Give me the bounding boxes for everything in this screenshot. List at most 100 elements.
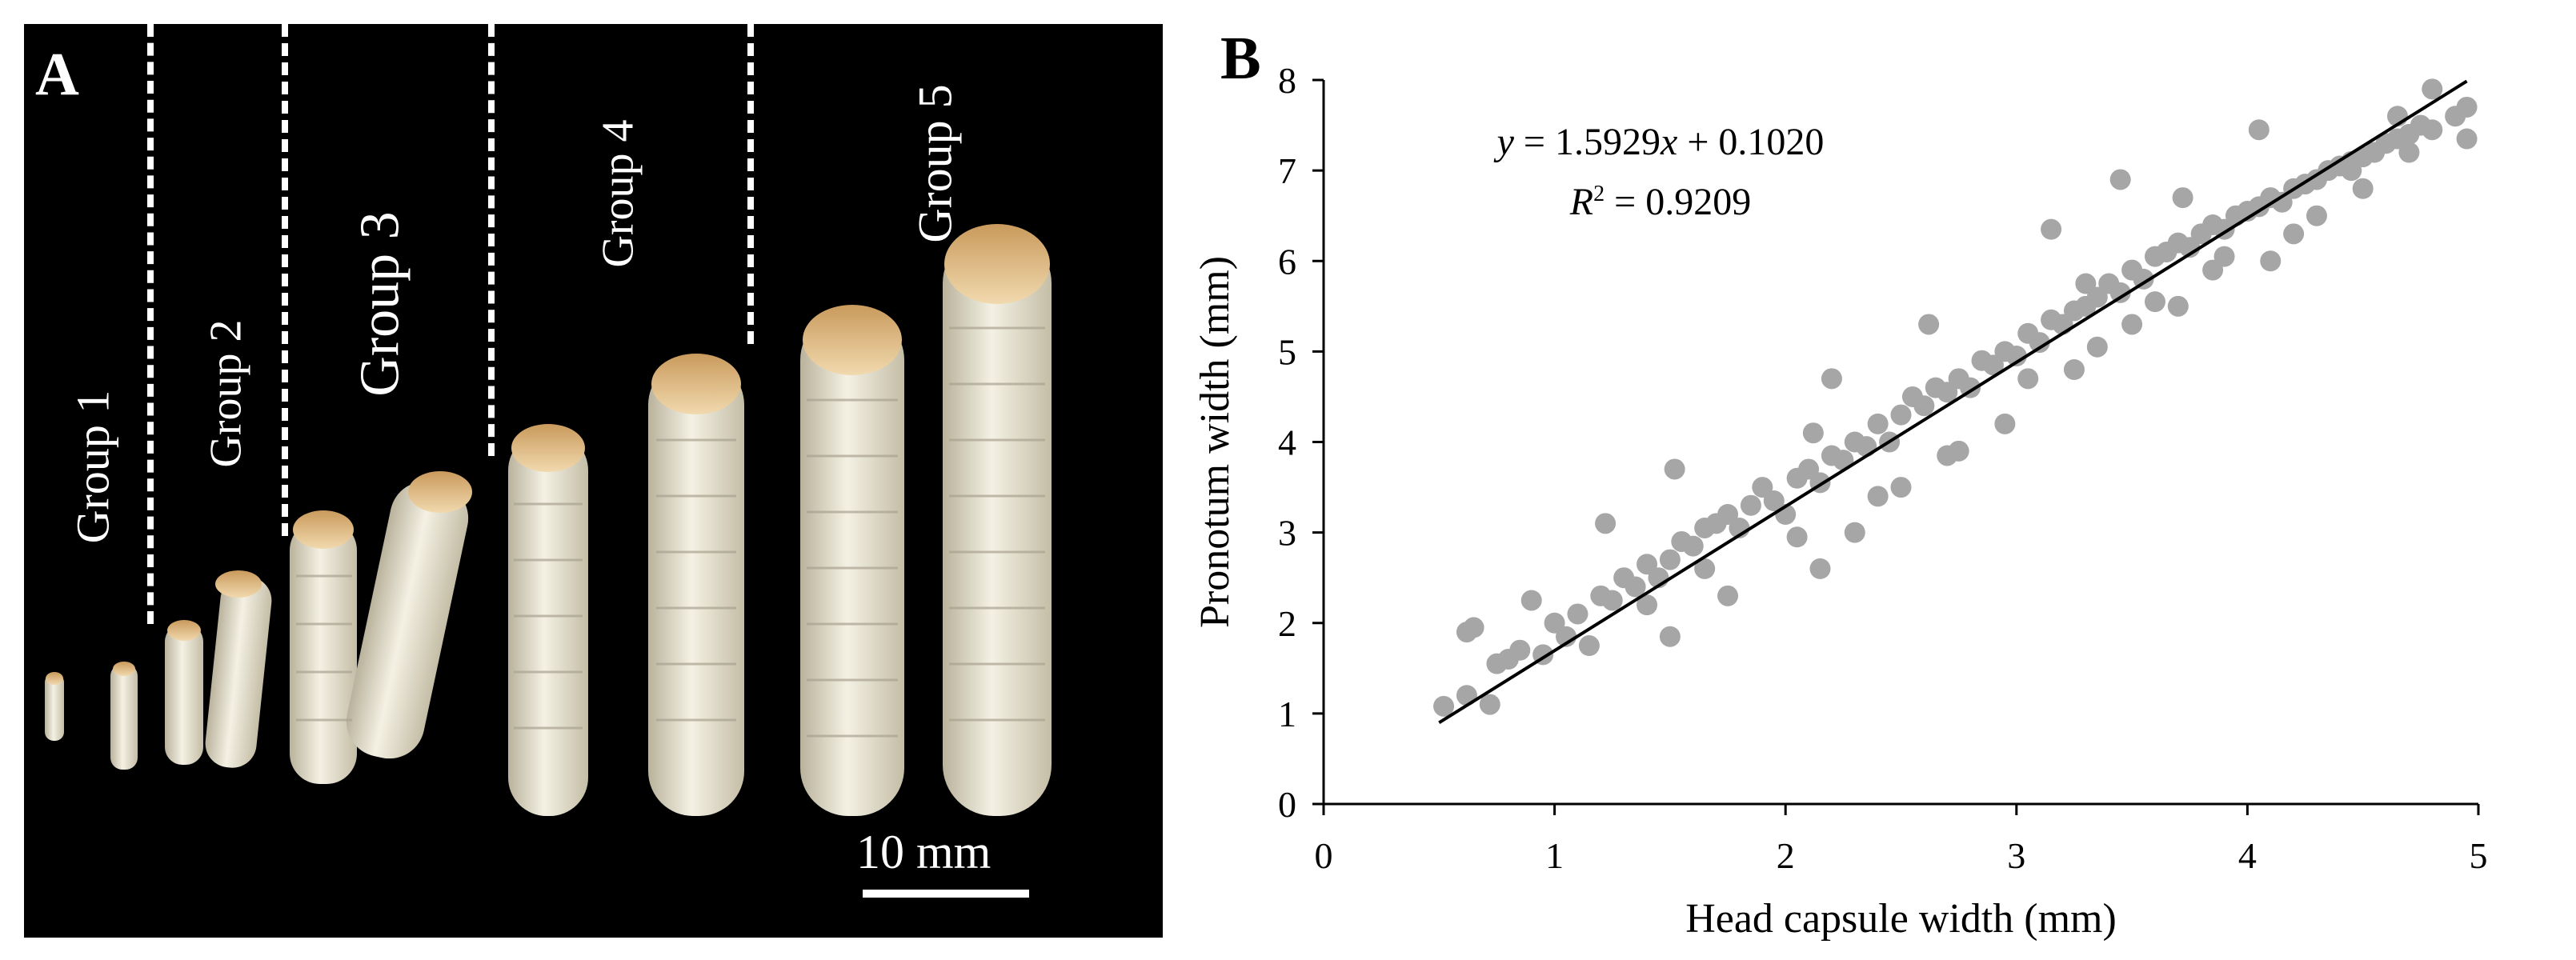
data-point xyxy=(1659,549,1681,570)
data-point xyxy=(1682,535,1704,557)
data-point xyxy=(1937,445,1958,466)
x-tick-label: 2 xyxy=(1777,835,1795,876)
data-point xyxy=(1717,504,1739,525)
data-point xyxy=(1913,395,1935,417)
data-point xyxy=(1637,594,1658,616)
larva xyxy=(45,672,64,741)
data-point xyxy=(2248,119,2270,141)
group-divider xyxy=(488,24,495,456)
group-divider xyxy=(147,24,154,624)
y-tick-label: 6 xyxy=(1278,241,1296,282)
data-point xyxy=(1479,694,1500,715)
larva xyxy=(290,510,357,784)
data-point xyxy=(1763,490,1785,512)
y-tick-label: 5 xyxy=(1278,331,1296,372)
data-point xyxy=(1937,382,1958,403)
group-4-label: Group 4 xyxy=(593,119,643,268)
data-point xyxy=(1856,436,1877,458)
y-axis-title: Pronotum width (mm) xyxy=(1192,256,1238,628)
data-point xyxy=(1809,558,1831,579)
data-point xyxy=(2306,205,2327,226)
data-point xyxy=(2005,346,2027,367)
group-3-label: Group 3 xyxy=(349,211,411,397)
data-point xyxy=(1601,590,1623,611)
data-point xyxy=(2086,286,2108,308)
scatter-chart: 0 1 2 3 4 5 0 1 2 3 4 5 6 7 8 Head capsule width (mm) Pr… xyxy=(1192,60,2488,942)
group-divider xyxy=(282,24,288,536)
data-point xyxy=(1982,354,2004,376)
data-point xyxy=(2017,368,2039,390)
larvae-photo xyxy=(45,224,1052,816)
data-point xyxy=(2271,191,2293,213)
larva xyxy=(165,620,203,765)
data-point xyxy=(2283,223,2305,245)
y-tick-label: 7 xyxy=(1278,150,1296,191)
regression-line xyxy=(1438,79,2468,725)
data-point xyxy=(1752,477,1773,498)
data-point xyxy=(1802,422,1824,444)
data-point xyxy=(2144,291,2165,313)
data-point xyxy=(1821,368,1842,390)
data-point xyxy=(2456,96,2478,118)
larva xyxy=(508,424,588,816)
chart-labels: 0 1 2 3 4 5 0 1 2 3 4 5 6 7 8 Head capsule width (mm) Pr… xyxy=(1192,60,2488,942)
data-point xyxy=(2456,128,2478,150)
larva xyxy=(943,224,1052,816)
group-divider xyxy=(747,24,754,344)
data-point xyxy=(2202,259,2224,281)
data-point xyxy=(1918,314,1940,335)
data-point xyxy=(2398,142,2420,163)
y-tick-label: 0 xyxy=(1278,784,1296,825)
trendline xyxy=(1438,79,2468,725)
larva xyxy=(110,662,138,770)
data-points xyxy=(1433,78,2478,717)
data-point xyxy=(1994,413,2016,434)
panel-a-letter: A xyxy=(35,41,79,108)
data-point xyxy=(1456,622,1477,643)
data-point xyxy=(2352,178,2374,199)
data-point xyxy=(1637,554,1658,575)
chart-axes xyxy=(1312,78,2480,815)
y-tick-label: 4 xyxy=(1278,422,1296,463)
data-point xyxy=(1578,635,1600,657)
y-tick-label: 3 xyxy=(1278,513,1296,554)
data-point xyxy=(1717,585,1739,606)
x-tick-label: 4 xyxy=(2238,835,2257,876)
scatter-panel: B 0 1 2 3 4 5 0 1 2 3 4 5 6 7 8 Head capsule width (mm)… xyxy=(1176,0,2576,960)
scale-bar-label: 10 mm xyxy=(856,826,992,878)
data-point xyxy=(1890,404,1912,426)
data-point xyxy=(2260,250,2282,272)
data-point xyxy=(2041,218,2062,240)
data-point xyxy=(2167,295,2189,317)
y-tick-label: 1 xyxy=(1278,694,1296,734)
data-point xyxy=(1890,477,1912,498)
x-tick-label: 1 xyxy=(1545,835,1564,876)
data-point xyxy=(1798,458,1820,480)
x-tick-label: 0 xyxy=(1315,835,1333,876)
data-point xyxy=(1740,494,1761,516)
data-point xyxy=(1867,486,1889,507)
panel-b-letter: B xyxy=(1220,25,1261,92)
data-point xyxy=(1625,576,1646,598)
data-point xyxy=(2422,78,2443,100)
data-point xyxy=(2029,332,2050,354)
r-squared-value: R2 = 0.9209 xyxy=(1569,181,1752,223)
scale-bar xyxy=(863,890,1029,898)
y-tick-label: 2 xyxy=(1278,603,1296,644)
data-point xyxy=(2063,359,2085,380)
data-point xyxy=(1567,603,1588,625)
larva-segments xyxy=(296,326,1045,738)
data-point xyxy=(2109,169,2131,190)
data-point xyxy=(2172,187,2193,209)
data-point xyxy=(1694,558,1716,579)
data-point xyxy=(1664,458,1685,480)
data-point xyxy=(2086,336,2108,358)
group-5-label: Group 5 xyxy=(908,84,962,243)
larvae-photo-panel: A Group 1 Group 2 Group 3 Group 4 Group … xyxy=(24,24,1163,938)
data-point xyxy=(1544,612,1565,634)
x-tick-label: 3 xyxy=(2007,835,2025,876)
data-point xyxy=(2341,160,2362,182)
data-point xyxy=(1786,526,1808,548)
data-point xyxy=(1844,522,1865,543)
data-point xyxy=(1659,626,1681,647)
